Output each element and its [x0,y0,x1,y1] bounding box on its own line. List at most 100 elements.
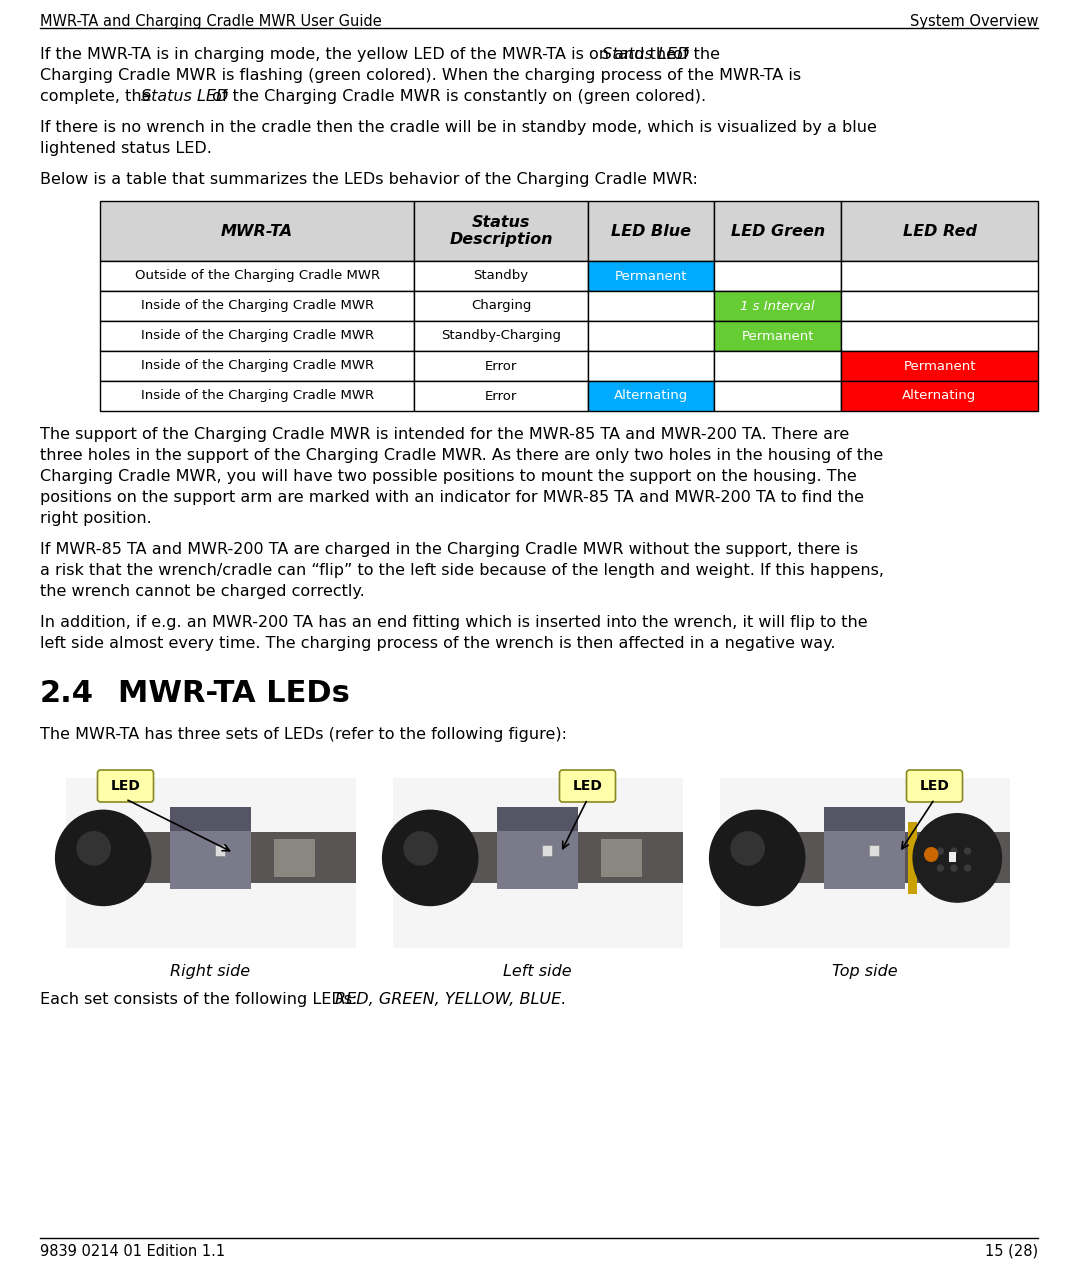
Bar [215,845,225,856]
Bar [588,320,715,351]
Bar [100,351,414,381]
Text: RED, GREEN, YELLOW, BLUE.: RED, GREEN, YELLOW, BLUE. [335,992,567,1006]
Text: LED: LED [573,779,602,794]
Bar [392,832,683,883]
Text: Status LED: Status LED [602,47,689,62]
Text: Inside of the Charging Cradle MWR: Inside of the Charging Cradle MWR [141,329,374,342]
Bar [588,262,715,291]
Bar [823,806,905,832]
Text: 15 (28): 15 (28) [985,1244,1038,1259]
Bar [588,291,715,320]
Bar [841,291,1038,320]
Bar [841,262,1038,291]
Text: If the MWR-TA is in charging mode, the yellow LED of the MWR-TA is on and the: If the MWR-TA is in charging mode, the y… [40,47,682,62]
Text: If MWR-85 TA and MWR-200 TA are charged in the Charging Cradle MWR without the s: If MWR-85 TA and MWR-200 TA are charged … [40,542,858,556]
Text: 9839 0214 01 Edition 1.1: 9839 0214 01 Edition 1.1 [40,1244,225,1259]
Circle shape [951,865,957,870]
Bar [841,201,1038,262]
Bar [929,840,969,877]
Ellipse shape [924,847,937,862]
Bar [715,291,841,320]
Circle shape [937,849,943,854]
Bar [908,822,917,894]
Bar [869,845,878,856]
Text: Charging Cradle MWR, you will have two possible positions to mount the support o: Charging Cradle MWR, you will have two p… [40,469,857,485]
Text: The support of the Charging Cradle MWR is intended for the MWR-85 TA and MWR-200: The support of the Charging Cradle MWR i… [40,427,849,442]
Bar [823,806,905,888]
Bar [715,201,841,262]
Bar [414,381,588,412]
Text: LED: LED [111,779,141,794]
Bar [719,832,1009,883]
Text: If there is no wrench in the cradle then the cradle will be in standby mode, whi: If there is no wrench in the cradle then… [40,121,877,135]
Bar [734,822,746,894]
Text: Status LED: Status LED [141,88,228,104]
Bar [414,291,588,320]
Circle shape [77,832,111,865]
Bar [100,262,414,291]
Text: Error: Error [485,359,517,373]
Text: complete, the: complete, the [40,88,157,104]
Bar [414,262,588,291]
Text: LED Red: LED Red [903,223,976,238]
Text: Outside of the Charging Cradle MWR: Outside of the Charging Cradle MWR [134,269,379,282]
Text: LED Blue: LED Blue [611,223,691,238]
Text: Each set consists of the following LEDs:: Each set consists of the following LEDs: [40,992,362,1006]
Bar [841,320,1038,351]
Bar [948,853,956,863]
Text: Inside of the Charging Cradle MWR: Inside of the Charging Cradle MWR [141,390,374,403]
Bar [715,351,841,381]
Bar [100,320,414,351]
Text: Charging: Charging [471,300,531,313]
Text: Standby-Charging: Standby-Charging [441,329,561,342]
Text: MWR-TA: MWR-TA [221,223,293,238]
Bar [497,806,578,832]
Bar [274,840,315,877]
Bar [841,381,1038,412]
Text: MWR-TA and Charging Cradle MWR User Guide: MWR-TA and Charging Cradle MWR User Guid… [40,14,382,29]
Circle shape [56,810,151,905]
Circle shape [913,814,1002,903]
Circle shape [964,849,971,854]
Text: the wrench cannot be charged correctly.: the wrench cannot be charged correctly. [40,585,364,599]
Circle shape [731,832,764,865]
Circle shape [937,865,943,870]
Bar [100,201,414,262]
Text: a risk that the wrench/cradle can “flip” to the left side because of the length : a risk that the wrench/cradle can “flip”… [40,563,884,578]
Text: Alternating: Alternating [614,390,688,403]
Bar [80,822,91,894]
Text: In addition, if e.g. an MWR-200 TA has an end fitting which is inserted into the: In addition, if e.g. an MWR-200 TA has a… [40,615,868,629]
Bar [414,201,588,262]
FancyBboxPatch shape [906,770,962,803]
Text: Error: Error [485,390,517,403]
Bar [170,806,252,832]
Circle shape [964,865,971,870]
Bar [601,840,642,877]
Text: three holes in the support of the Charging Cradle MWR. As there are only two hol: three holes in the support of the Chargi… [40,447,884,463]
Text: Top side: Top side [832,964,898,979]
Text: Inside of the Charging Cradle MWR: Inside of the Charging Cradle MWR [141,359,374,373]
Text: positions on the support arm are marked with an indicator for MWR-85 TA and MWR-: positions on the support arm are marked … [40,490,864,505]
Bar [588,201,715,262]
Bar [100,291,414,320]
Text: Permanent: Permanent [903,359,976,373]
Bar [719,778,1009,947]
Bar [66,778,356,947]
FancyBboxPatch shape [98,770,154,803]
Text: left side almost every time. The charging process of the wrench is then affected: left side almost every time. The chargin… [40,636,835,651]
Text: MWR-TA LEDs: MWR-TA LEDs [118,679,349,708]
Text: LED Green: LED Green [731,223,825,238]
Text: lightened status LED.: lightened status LED. [40,141,212,156]
Bar [715,320,841,351]
Bar [100,381,414,412]
Bar [392,778,683,947]
Bar [588,351,715,381]
Text: Permanent: Permanent [742,329,814,342]
Bar [414,320,588,351]
Text: right position.: right position. [40,512,152,526]
Text: 2.4: 2.4 [40,679,94,708]
Bar [407,822,418,894]
Text: Inside of the Charging Cradle MWR: Inside of the Charging Cradle MWR [141,300,374,313]
Circle shape [383,810,477,905]
Text: of the Charging Cradle MWR is constantly on (green colored).: of the Charging Cradle MWR is constantly… [207,88,706,104]
